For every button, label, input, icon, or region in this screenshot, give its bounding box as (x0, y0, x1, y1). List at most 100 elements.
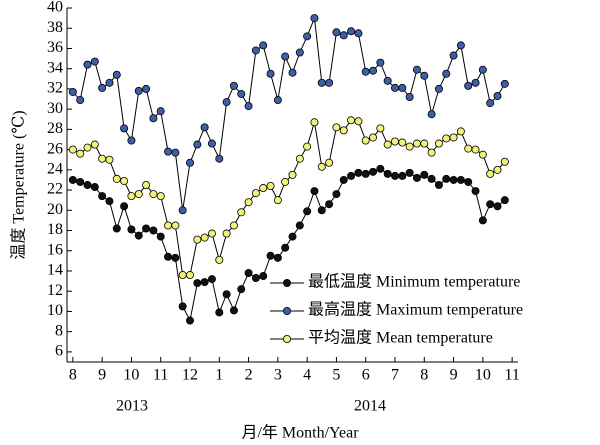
data-point (185, 316, 194, 325)
data-point (390, 171, 399, 180)
data-point (303, 142, 312, 151)
data-point (251, 189, 260, 198)
data-point (464, 144, 473, 153)
data-point (207, 229, 216, 238)
data-point (412, 139, 421, 148)
data-point (456, 127, 465, 136)
data-point (90, 183, 99, 192)
data-point (112, 224, 121, 233)
y-tick-label: 32 (47, 80, 63, 97)
y-tick-label: 12 (47, 282, 63, 299)
data-point (178, 206, 187, 215)
data-point (215, 308, 224, 317)
data-point (369, 167, 378, 176)
data-point (361, 169, 370, 178)
data-point (332, 28, 341, 37)
year-label: 2014 (354, 398, 386, 415)
data-point (76, 149, 85, 158)
y-tick-label: 20 (47, 201, 63, 218)
data-point (244, 102, 253, 111)
y-tick-label: 34 (47, 59, 63, 76)
data-point (376, 124, 385, 133)
data-point (149, 190, 158, 199)
data-point (310, 14, 319, 23)
data-point (449, 175, 458, 184)
data-point (222, 229, 231, 238)
data-point (471, 145, 480, 154)
data-point (244, 198, 253, 207)
data-point (339, 126, 348, 135)
data-point (412, 65, 421, 74)
data-point (273, 96, 282, 105)
data-point (325, 158, 334, 167)
data-point (215, 255, 224, 264)
data-point (171, 221, 180, 230)
data-point (405, 93, 414, 102)
data-point (266, 182, 275, 191)
legend-label: 平均温度 Mean temperature (308, 329, 493, 347)
data-point (427, 110, 436, 119)
legend-marker (282, 278, 291, 287)
data-point (164, 252, 173, 261)
data-point (229, 81, 238, 90)
data-point (486, 99, 495, 108)
y-tick-label: 8 (55, 322, 63, 339)
data-point (332, 190, 341, 199)
data-point (178, 302, 187, 311)
y-tick-label: 36 (47, 39, 63, 56)
y-tick-label: 30 (47, 100, 63, 117)
x-tick-label: 6 (362, 367, 370, 384)
data-point (237, 285, 246, 294)
data-point (420, 170, 429, 179)
x-tick-label: 12 (182, 367, 198, 384)
data-point (98, 192, 107, 201)
data-point (354, 117, 363, 126)
data-point (288, 68, 297, 77)
data-point (317, 162, 326, 171)
data-point (200, 278, 209, 287)
data-point (295, 154, 304, 163)
data-point (500, 196, 509, 205)
data-point (98, 83, 107, 92)
y-tick-label: 6 (55, 343, 63, 360)
data-point (434, 84, 443, 93)
data-point (76, 177, 85, 186)
data-point (83, 60, 92, 69)
x-tick-label: 1 (215, 367, 223, 384)
data-point (127, 192, 136, 201)
data-point (185, 271, 194, 280)
data-point (134, 231, 143, 240)
data-point (332, 123, 341, 132)
data-point (493, 91, 502, 100)
data-point (259, 41, 268, 50)
y-tick-label: 16 (47, 241, 63, 258)
data-point (127, 225, 136, 234)
data-point (156, 192, 165, 201)
data-point (193, 279, 202, 288)
data-point (90, 57, 99, 66)
data-point (244, 268, 253, 277)
data-point (156, 232, 165, 241)
year-label: 2013 (116, 398, 148, 415)
data-point (347, 27, 356, 36)
x-tick-label: 10 (123, 367, 139, 384)
data-point (347, 171, 356, 180)
data-point (493, 165, 502, 174)
y-tick-label: 10 (47, 302, 63, 319)
data-point (105, 155, 114, 164)
data-point (442, 174, 451, 183)
data-point (222, 290, 231, 299)
data-point (207, 275, 216, 284)
data-point (266, 69, 275, 78)
data-point (486, 169, 495, 178)
x-tick-label: 8 (69, 367, 77, 384)
data-point (105, 197, 114, 206)
data-point (383, 140, 392, 149)
data-point (120, 202, 129, 211)
data-point (83, 143, 92, 152)
data-point (390, 137, 399, 146)
data-point (478, 216, 487, 225)
data-point (193, 235, 202, 244)
data-point (222, 98, 231, 107)
